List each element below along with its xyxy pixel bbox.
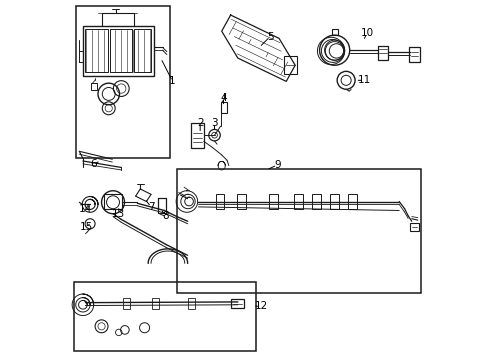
Text: 11: 11: [357, 75, 370, 85]
Bar: [220, 102, 227, 113]
Bar: [83, 26, 153, 76]
Text: 2: 2: [197, 118, 203, 128]
Bar: [237, 194, 245, 209]
Text: 3: 3: [211, 118, 218, 128]
Bar: [191, 123, 204, 148]
Bar: [330, 194, 339, 209]
Bar: [231, 299, 245, 309]
Bar: [216, 194, 224, 209]
Bar: [313, 194, 321, 209]
Text: 1: 1: [169, 76, 176, 86]
Text: 14: 14: [79, 204, 92, 214]
Text: 10: 10: [360, 28, 373, 38]
Text: 13: 13: [112, 209, 125, 219]
Bar: [270, 194, 278, 209]
Bar: [177, 169, 421, 293]
Bar: [378, 45, 389, 60]
Text: 4: 4: [220, 93, 227, 103]
Bar: [152, 298, 159, 309]
Text: 15: 15: [80, 222, 93, 231]
Text: 8: 8: [162, 211, 169, 221]
Bar: [285, 56, 297, 74]
Bar: [123, 298, 130, 309]
Bar: [91, 83, 97, 90]
Bar: [410, 223, 419, 231]
Bar: [332, 29, 338, 35]
Text: 7: 7: [147, 202, 154, 212]
Text: 5: 5: [267, 32, 273, 41]
Bar: [348, 194, 357, 209]
Text: 12: 12: [254, 301, 268, 311]
Bar: [85, 30, 108, 72]
Bar: [110, 30, 132, 72]
Text: 9: 9: [274, 160, 281, 170]
Bar: [134, 30, 151, 72]
Bar: [294, 194, 303, 209]
Bar: [76, 6, 170, 158]
Text: 6: 6: [90, 159, 97, 169]
Bar: [188, 298, 195, 309]
Bar: [74, 282, 256, 351]
Bar: [104, 194, 122, 210]
Bar: [409, 46, 420, 62]
